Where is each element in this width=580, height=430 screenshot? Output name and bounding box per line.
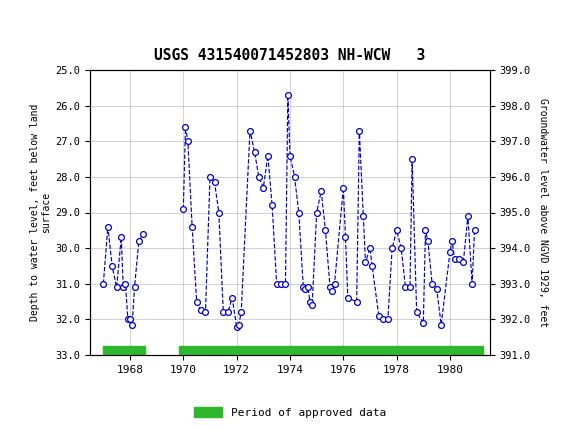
Text: USGS 431540071452803 NH-WCW   3: USGS 431540071452803 NH-WCW 3 — [154, 47, 426, 62]
Text: ≈USGS: ≈USGS — [13, 9, 95, 29]
Legend: Period of approved data: Period of approved data — [190, 403, 390, 422]
Y-axis label: Depth to water level, feet below land
surface: Depth to water level, feet below land su… — [30, 104, 51, 321]
Y-axis label: Groundwater level above NGVD 1929, feet: Groundwater level above NGVD 1929, feet — [538, 98, 548, 327]
